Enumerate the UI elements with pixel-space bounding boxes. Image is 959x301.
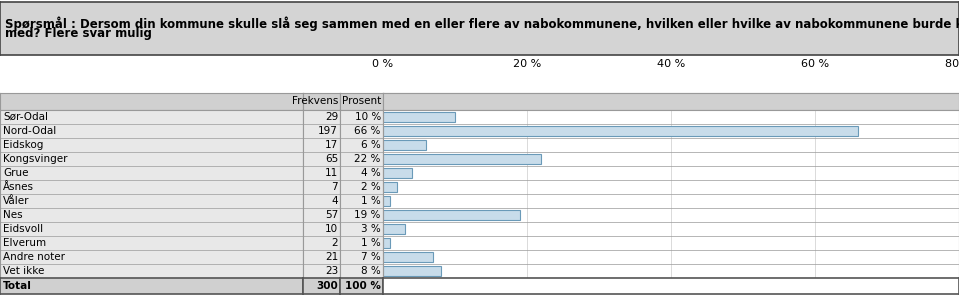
Text: Kongsvinger: Kongsvinger xyxy=(3,154,67,164)
Text: med? Flere svar mulig: med? Flere svar mulig xyxy=(5,27,152,40)
Text: 3 %: 3 % xyxy=(362,224,381,234)
Text: Total: Total xyxy=(3,281,32,291)
Bar xyxy=(383,210,520,220)
Bar xyxy=(383,196,390,206)
Text: 10 %: 10 % xyxy=(355,112,381,122)
Bar xyxy=(383,168,411,178)
Text: 2 %: 2 % xyxy=(362,182,381,192)
Text: 7 %: 7 % xyxy=(362,252,381,262)
Text: Spørsmål : Dersom din kommune skulle slå seg sammen med en eller flere av naboko: Spørsmål : Dersom din kommune skulle slå… xyxy=(5,17,959,31)
Bar xyxy=(383,238,390,248)
Text: 197: 197 xyxy=(318,126,339,136)
Text: 6 %: 6 % xyxy=(362,140,381,150)
Text: 66 %: 66 % xyxy=(355,126,381,136)
Text: 11: 11 xyxy=(325,168,339,178)
Text: 8 %: 8 % xyxy=(362,266,381,276)
Text: 1 %: 1 % xyxy=(362,196,381,206)
Text: 21: 21 xyxy=(325,252,339,262)
Text: Eidsvoll: Eidsvoll xyxy=(3,224,43,234)
Text: 300: 300 xyxy=(316,281,339,291)
Text: 23: 23 xyxy=(325,266,339,276)
Text: Nes: Nes xyxy=(3,210,23,220)
Text: 4: 4 xyxy=(332,196,339,206)
Text: Sør-Odal: Sør-Odal xyxy=(3,112,48,122)
Text: 57: 57 xyxy=(325,210,339,220)
Text: Andre noter: Andre noter xyxy=(3,252,65,262)
Bar xyxy=(383,252,433,262)
Text: 29: 29 xyxy=(325,112,339,122)
Text: Våler: Våler xyxy=(3,196,30,206)
Text: 22 %: 22 % xyxy=(355,154,381,164)
Text: Nord-Odal: Nord-Odal xyxy=(3,126,57,136)
Text: 1 %: 1 % xyxy=(362,238,381,248)
Bar xyxy=(383,140,426,150)
Bar xyxy=(383,126,858,136)
Text: Frekvens: Frekvens xyxy=(292,97,339,107)
Text: 4 %: 4 % xyxy=(362,168,381,178)
Text: 7: 7 xyxy=(332,182,339,192)
Bar xyxy=(383,154,542,164)
Text: Prosent: Prosent xyxy=(341,97,381,107)
Text: 10: 10 xyxy=(325,224,339,234)
Text: Eidskog: Eidskog xyxy=(3,140,43,150)
Bar xyxy=(383,112,455,122)
Text: Grue: Grue xyxy=(3,168,29,178)
Bar xyxy=(383,182,397,192)
Text: 65: 65 xyxy=(325,154,339,164)
Bar xyxy=(383,266,440,276)
Text: Vet ikke: Vet ikke xyxy=(3,266,44,276)
Text: Åsnes: Åsnes xyxy=(3,182,34,192)
Bar xyxy=(383,224,405,234)
Text: Elverum: Elverum xyxy=(3,238,46,248)
Text: 17: 17 xyxy=(325,140,339,150)
Text: 19 %: 19 % xyxy=(355,210,381,220)
Text: 100 %: 100 % xyxy=(345,281,381,291)
Text: 2: 2 xyxy=(332,238,339,248)
